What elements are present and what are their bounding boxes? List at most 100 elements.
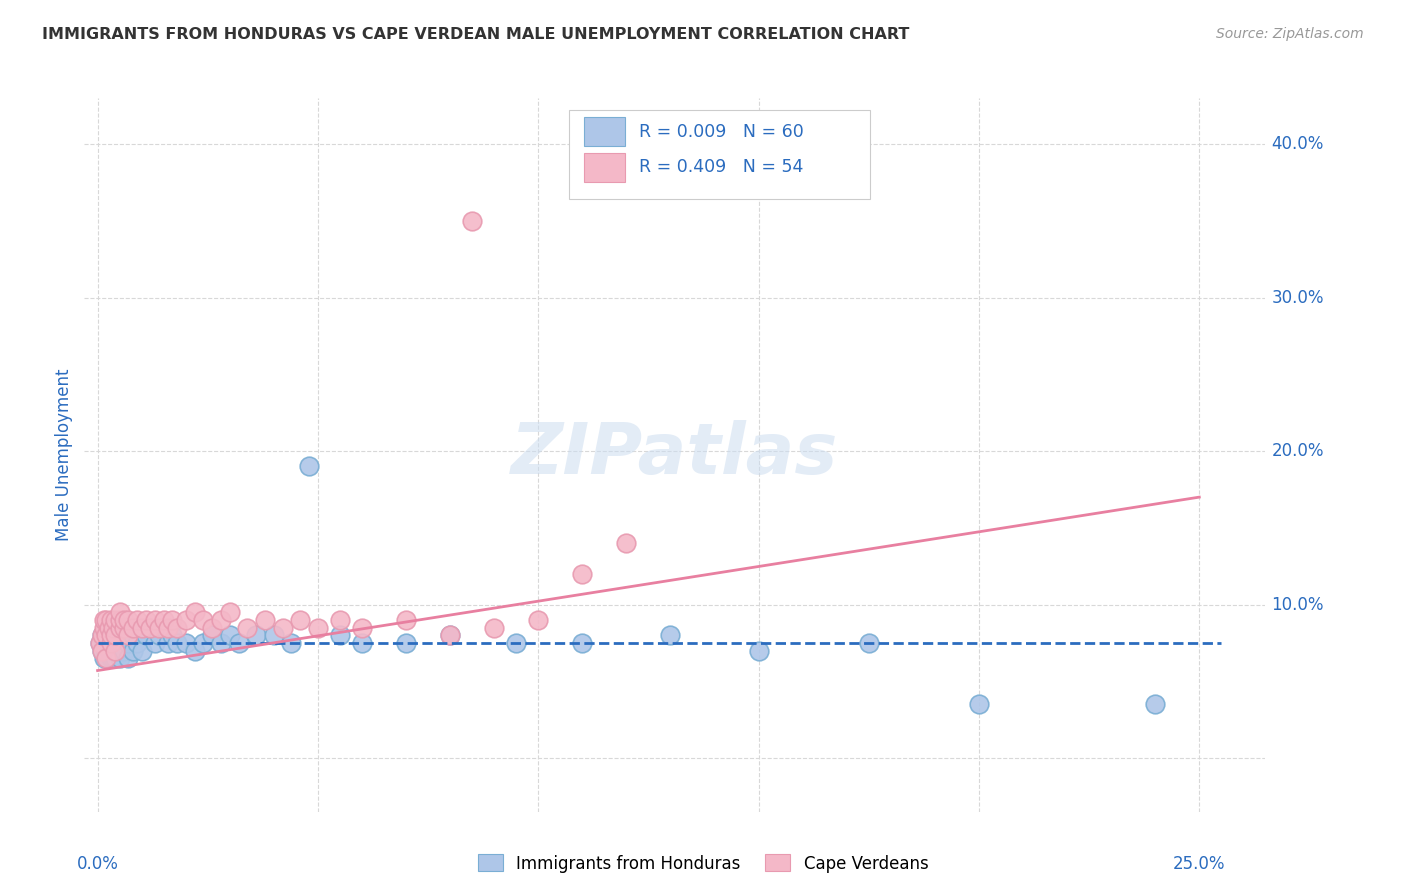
Point	[104, 636, 127, 650]
Text: 20.0%: 20.0%	[1271, 442, 1324, 460]
Point	[127, 613, 149, 627]
Point	[96, 628, 118, 642]
Point	[298, 459, 321, 474]
Point	[329, 628, 352, 642]
Point	[100, 651, 122, 665]
Point	[748, 643, 770, 657]
Point	[127, 636, 149, 650]
Point	[482, 621, 505, 635]
Point	[104, 643, 127, 657]
Point	[218, 628, 240, 642]
Point	[112, 643, 135, 657]
Point	[166, 636, 188, 650]
Point	[96, 628, 118, 642]
Point	[108, 621, 131, 635]
Point	[659, 628, 682, 642]
Point	[174, 636, 197, 650]
Text: 0.0%: 0.0%	[77, 855, 118, 872]
Point	[166, 621, 188, 635]
Point	[143, 613, 166, 627]
Point	[162, 628, 184, 642]
Point	[162, 613, 184, 627]
Point	[108, 636, 131, 650]
Point	[201, 628, 224, 642]
Point	[117, 636, 139, 650]
Point	[571, 566, 593, 581]
Text: R = 0.409   N = 54: R = 0.409 N = 54	[640, 159, 804, 177]
Point	[131, 621, 153, 635]
Point	[183, 605, 205, 619]
Point	[89, 636, 111, 650]
Point	[193, 636, 215, 650]
Point	[218, 605, 240, 619]
Point	[183, 643, 205, 657]
Point	[139, 621, 162, 635]
FancyBboxPatch shape	[583, 118, 626, 146]
Point	[350, 636, 373, 650]
Point	[157, 621, 180, 635]
Point	[117, 628, 139, 642]
Point	[1144, 698, 1167, 712]
Point	[91, 628, 114, 642]
Point	[112, 613, 135, 627]
Point	[236, 621, 259, 635]
Point	[112, 628, 135, 642]
Point	[97, 621, 120, 635]
Point	[93, 613, 115, 627]
Point	[135, 613, 157, 627]
Point	[91, 628, 114, 642]
Point	[112, 621, 135, 635]
Point	[263, 628, 285, 642]
Text: ZIPatlas: ZIPatlas	[512, 420, 838, 490]
Text: 30.0%: 30.0%	[1271, 289, 1324, 307]
Point	[395, 613, 418, 627]
Point	[143, 636, 166, 650]
Point	[97, 636, 120, 650]
Point	[209, 636, 232, 650]
Point	[117, 651, 139, 665]
Point	[96, 613, 118, 627]
Point	[100, 636, 122, 650]
Point	[280, 636, 302, 650]
Point	[100, 643, 122, 657]
Point	[108, 643, 131, 657]
Point	[104, 643, 127, 657]
Point	[117, 613, 139, 627]
Point	[91, 643, 114, 657]
Point	[101, 651, 124, 665]
Point	[108, 651, 131, 665]
Point	[121, 621, 143, 635]
Point	[96, 651, 118, 665]
Point	[245, 628, 267, 642]
Point	[157, 636, 180, 650]
Point	[505, 636, 527, 650]
Legend: Immigrants from Honduras, Cape Verdeans: Immigrants from Honduras, Cape Verdeans	[471, 847, 935, 880]
Point	[616, 536, 638, 550]
Point	[350, 621, 373, 635]
Point	[858, 636, 880, 650]
Point	[104, 613, 127, 627]
Point	[104, 628, 127, 642]
Text: R = 0.009   N = 60: R = 0.009 N = 60	[640, 123, 804, 141]
Point	[209, 613, 232, 627]
Point	[91, 643, 114, 657]
Point	[148, 628, 170, 642]
Point	[121, 628, 143, 642]
Point	[121, 643, 143, 657]
Point	[108, 613, 131, 627]
Point	[93, 636, 115, 650]
Point	[571, 636, 593, 650]
Point	[201, 621, 224, 635]
Point	[96, 643, 118, 657]
Point	[228, 636, 250, 650]
Point	[101, 621, 124, 635]
Point	[131, 643, 153, 657]
Point	[329, 613, 352, 627]
Text: 25.0%: 25.0%	[1173, 855, 1226, 872]
Point	[100, 636, 122, 650]
Point	[108, 605, 131, 619]
Point	[290, 613, 312, 627]
Text: 10.0%: 10.0%	[1271, 596, 1324, 614]
Text: Source: ZipAtlas.com: Source: ZipAtlas.com	[1216, 27, 1364, 41]
Point	[139, 621, 162, 635]
